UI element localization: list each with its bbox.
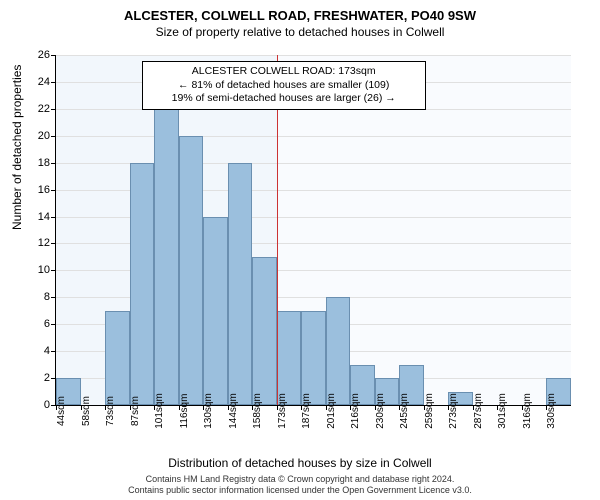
x-tick-label: 116sqm <box>179 394 190 429</box>
x-tick-label: 130sqm <box>203 393 214 429</box>
x-tick-label: 273sqm <box>448 393 459 429</box>
y-tick-label: 8 <box>0 291 50 303</box>
y-tick <box>51 82 56 83</box>
grid-line <box>56 55 571 56</box>
histogram-bar <box>252 257 277 405</box>
footer-line2: Contains public sector information licen… <box>0 485 600 496</box>
histogram-bar <box>326 297 351 405</box>
histogram-bar <box>203 217 228 405</box>
y-tick <box>51 217 56 218</box>
chart-subtitle: Size of property relative to detached ho… <box>0 25 600 39</box>
chart-title: ALCESTER, COLWELL ROAD, FRESHWATER, PO40… <box>0 8 600 23</box>
histogram-bar <box>301 311 326 405</box>
annotation-line1: ALCESTER COLWELL ROAD: 173sqm <box>149 65 419 79</box>
x-tick-label: 173sqm <box>277 393 288 429</box>
grid-line <box>56 136 571 137</box>
x-tick-label: 73sqm <box>105 396 116 426</box>
x-tick-label: 187sqm <box>301 393 312 429</box>
y-tick-label: 4 <box>0 345 50 357</box>
y-tick-label: 10 <box>0 264 50 276</box>
annotation-line2: ← 81% of detached houses are smaller (10… <box>149 79 419 93</box>
x-tick-label: 158sqm <box>252 393 263 429</box>
y-tick-label: 0 <box>0 399 50 411</box>
histogram-bar <box>228 163 253 405</box>
y-tick-label: 12 <box>0 237 50 249</box>
histogram-bar <box>179 136 204 405</box>
x-tick-label: 316sqm <box>522 393 533 429</box>
y-tick-label: 6 <box>0 318 50 330</box>
x-tick-label: 259sqm <box>424 393 435 429</box>
x-tick-label: 101sqm <box>154 393 165 429</box>
annotation-box: ALCESTER COLWELL ROAD: 173sqm ← 81% of d… <box>142 61 426 110</box>
x-tick-label: 287sqm <box>473 393 484 429</box>
y-tick <box>51 190 56 191</box>
footer-line1: Contains HM Land Registry data © Crown c… <box>0 474 600 485</box>
x-tick-label: 330sqm <box>546 393 557 429</box>
y-tick-label: 22 <box>0 103 50 115</box>
x-tick-label: 58sqm <box>81 396 92 426</box>
y-tick <box>51 351 56 352</box>
annotation-line3: 19% of semi-detached houses are larger (… <box>149 92 419 106</box>
x-tick-label: 245sqm <box>399 393 410 429</box>
histogram-bar <box>277 311 302 405</box>
y-tick-label: 18 <box>0 157 50 169</box>
y-axis-label: Number of detached properties <box>10 65 24 230</box>
x-tick-label: 301sqm <box>497 393 508 429</box>
y-tick <box>51 324 56 325</box>
title-block: ALCESTER, COLWELL ROAD, FRESHWATER, PO40… <box>0 0 600 39</box>
y-tick-label: 24 <box>0 76 50 88</box>
x-tick-label: 216sqm <box>350 393 361 429</box>
chart-plot-area: 44sqm58sqm73sqm87sqm101sqm116sqm130sqm14… <box>55 55 571 406</box>
x-tick-label: 44sqm <box>56 396 67 426</box>
y-tick <box>51 243 56 244</box>
x-tick-label: 87sqm <box>130 396 141 426</box>
x-tick-label: 201sqm <box>326 393 337 429</box>
footer-text: Contains HM Land Registry data © Crown c… <box>0 474 600 496</box>
y-tick-label: 26 <box>0 49 50 61</box>
histogram-bar <box>130 163 155 405</box>
y-tick <box>51 270 56 271</box>
y-tick-label: 20 <box>0 130 50 142</box>
x-tick-label: 230sqm <box>375 393 386 429</box>
y-tick <box>51 163 56 164</box>
x-tick-label: 144sqm <box>228 393 239 429</box>
x-axis-label: Distribution of detached houses by size … <box>0 456 600 470</box>
y-tick <box>51 136 56 137</box>
histogram-bar <box>154 109 179 405</box>
y-tick-label: 2 <box>0 372 50 384</box>
y-tick <box>51 55 56 56</box>
y-tick <box>51 109 56 110</box>
y-tick-label: 16 <box>0 184 50 196</box>
chart-container: ALCESTER, COLWELL ROAD, FRESHWATER, PO40… <box>0 0 600 500</box>
y-tick <box>51 297 56 298</box>
histogram-bar <box>105 311 130 405</box>
y-tick-label: 14 <box>0 211 50 223</box>
